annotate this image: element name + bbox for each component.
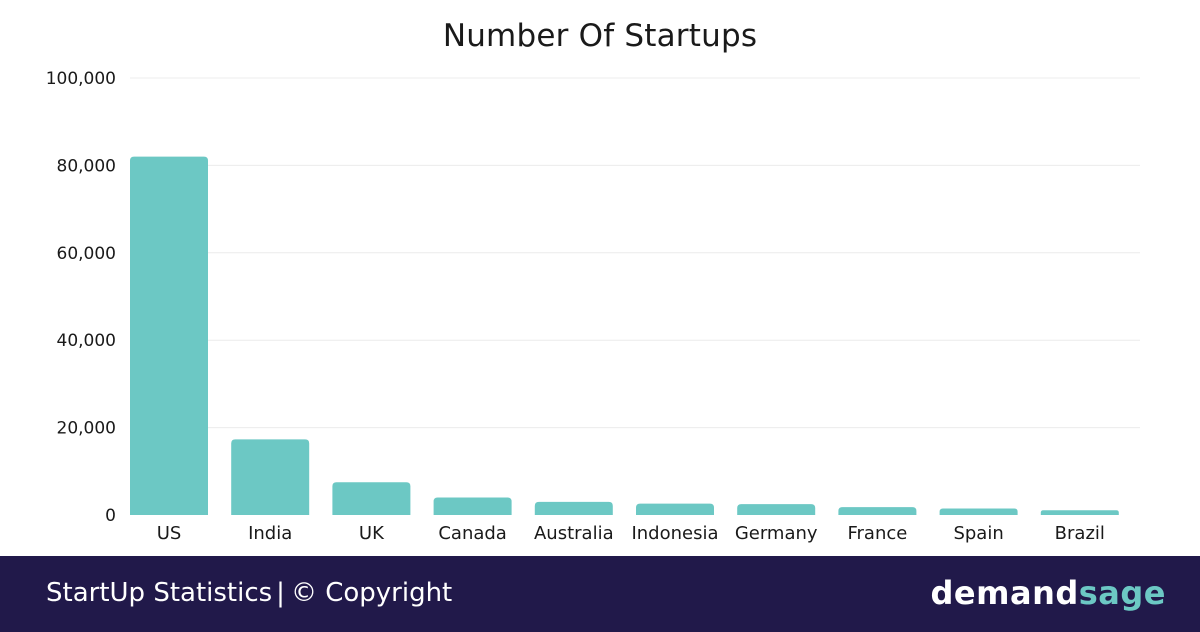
y-tick-label: 40,000 (57, 331, 116, 351)
bar-germany (737, 504, 816, 515)
footer-copyright: © Copyright (290, 578, 453, 608)
footer-separator: | (276, 578, 285, 608)
bar-spain (939, 508, 1018, 515)
x-tick-label: France (847, 523, 907, 544)
bar-us (130, 156, 208, 515)
x-tick-label: India (248, 523, 292, 544)
bar-india (231, 439, 310, 515)
bar-france (838, 507, 917, 515)
footer-caption: StartUp Statistics | © Copyright (46, 578, 452, 608)
x-tick-label: UK (359, 523, 385, 544)
bar-indonesia (636, 503, 714, 515)
chart-title: Number Of Startups (442, 18, 758, 54)
brand-logo: demandsage (931, 574, 1166, 612)
brand-logo-part2: sage (1078, 574, 1166, 612)
brand-logo-part1: demand (930, 574, 1079, 612)
x-tick-label: Germany (735, 523, 818, 544)
bar-australia (534, 501, 613, 515)
x-tick-label: Canada (438, 523, 507, 544)
x-tick-label: Brazil (1055, 523, 1105, 544)
y-tick-label: 20,000 (57, 419, 116, 439)
x-tick-label: Spain (953, 523, 1003, 544)
y-tick-label: 100,000 (46, 69, 116, 89)
x-tick-label: Indonesia (631, 523, 718, 544)
gridlines (130, 77, 1140, 429)
y-tick-label: 0 (105, 506, 116, 526)
chart-area: Number Of Startups 0 20,000 40,000 60,000 80… (45, 18, 1140, 544)
footer: StartUp Statistics | © Copyright demandsag… (0, 556, 1200, 632)
bar-brazil (1040, 510, 1119, 515)
y-tick-label: 60,000 (57, 244, 116, 264)
bar-chart: 0 20,000 40,000 60,000 80,000 100,000 US India… (46, 69, 1140, 544)
bars (130, 156, 1119, 515)
y-axis-ticks: 0 20,000 40,000 60,000 80,000 100,000 (46, 69, 116, 526)
x-tick-label: Australia (534, 523, 614, 544)
footer-title: StartUp Statistics (46, 578, 273, 608)
bar-uk (332, 482, 411, 515)
x-tick-label: US (157, 523, 182, 544)
x-axis-labels: US India UK Canada Australia Indonesia Germany… (157, 523, 1105, 544)
bar-canada (433, 497, 512, 515)
y-tick-label: 80,000 (57, 156, 116, 176)
